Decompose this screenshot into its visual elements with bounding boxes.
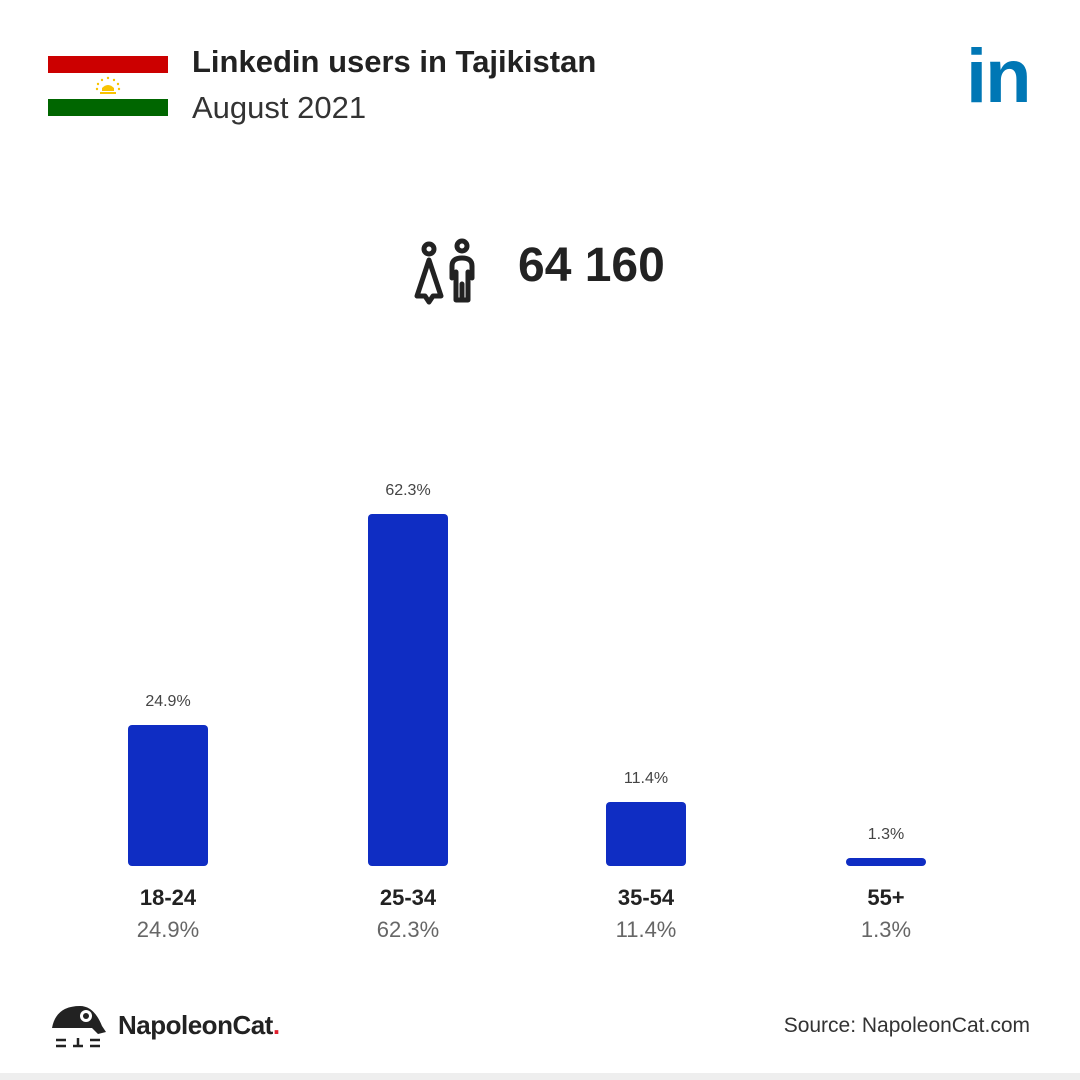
brand-name: NapoleonCat: [118, 1010, 273, 1040]
linkedin-logo: in: [966, 34, 1032, 119]
category-percent: 11.4%: [615, 917, 677, 942]
bar-55+: [846, 858, 926, 866]
category-percent: 62.3%: [376, 917, 440, 942]
source-text: Source: NapoleonCat.com: [783, 1014, 1030, 1037]
napoleoncat-logo-icon: [52, 1006, 106, 1048]
brand-dot: .: [272, 1010, 280, 1040]
category-label: 18-24: [139, 885, 197, 910]
bar-18-24: [128, 725, 208, 866]
bar-value-label: 1.3%: [867, 826, 905, 843]
bar-value-label: 24.9%: [145, 693, 191, 711]
tajikistan-flag: [48, 56, 168, 116]
category-percent: 1.3%: [860, 917, 912, 942]
footer-strip: [0, 1073, 1080, 1080]
bar-25-34: [368, 514, 448, 866]
users-icon: [414, 238, 475, 305]
napoleoncat-brand: NapoleonCat.: [118, 1010, 280, 1041]
total-users: 64 160: [518, 239, 665, 292]
bar-value-label: 11.4%: [623, 769, 669, 787]
category-label: 35-54: [617, 885, 675, 910]
bar-value-label: 62.3%: [385, 482, 431, 499]
category-label: 55+: [867, 885, 905, 910]
chart-title: Linkedin users in Tajikistan: [192, 44, 597, 79]
chart-subtitle: August 2021: [192, 90, 367, 125]
category-percent: 24.9%: [136, 917, 200, 942]
bar-35-54: [606, 801, 686, 866]
category-label: 25-34: [379, 885, 437, 910]
